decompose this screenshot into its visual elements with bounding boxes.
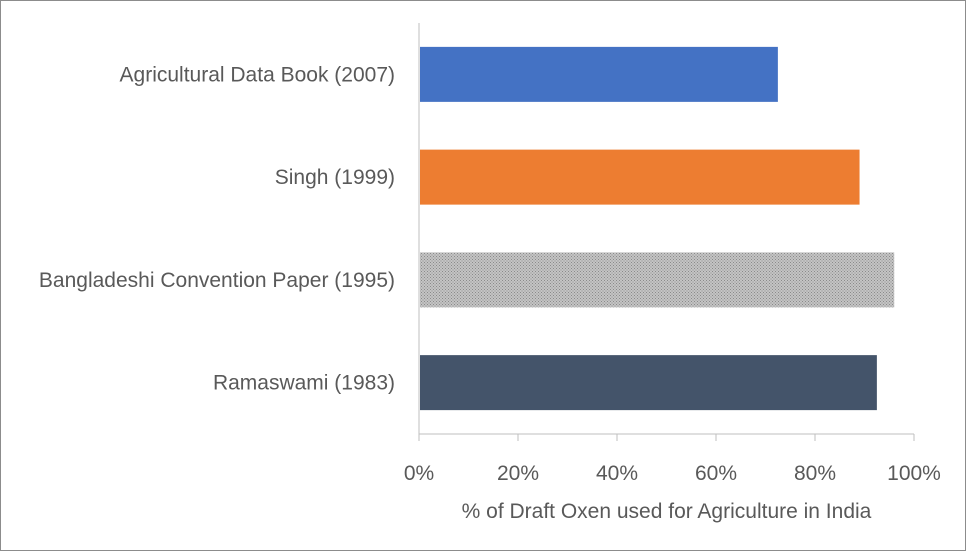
tick-labels: 0% 20% 40% 60% 80% 100% xyxy=(404,462,941,485)
x-tick-label: 60% xyxy=(695,462,737,485)
x-tick-label: 80% xyxy=(794,462,836,485)
x-tick-label: 20% xyxy=(497,462,539,485)
bar-1 xyxy=(420,46,778,102)
category-label: Agricultural Data Book (2007) xyxy=(120,63,395,86)
bars-group xyxy=(420,46,895,411)
bar-2 xyxy=(420,149,860,205)
category-label: Ramaswami (1983) xyxy=(213,372,395,395)
x-tick-label: 0% xyxy=(404,462,434,485)
category-labels: Agricultural Data Book (2007) Singh (1999… xyxy=(39,63,395,394)
category-label: Bangladeshi Convention Paper (1995) xyxy=(39,269,395,292)
bar-4 xyxy=(420,355,877,411)
x-axis-title: % of Draft Oxen used for Agriculture in … xyxy=(462,500,872,523)
x-tick-label: 40% xyxy=(596,462,638,485)
axes xyxy=(418,23,915,441)
bar-3 xyxy=(420,252,895,308)
category-label: Singh (1999) xyxy=(275,166,395,189)
x-tick-label: 100% xyxy=(887,462,941,485)
